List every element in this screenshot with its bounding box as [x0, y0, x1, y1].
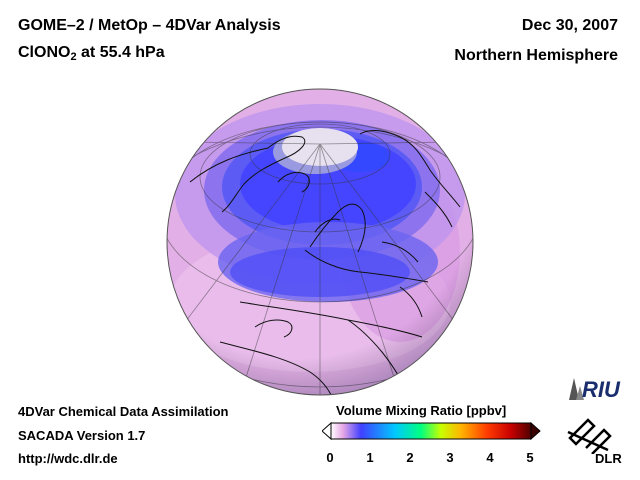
dlr-logo-text: DLR — [595, 451, 622, 466]
region-label: Northern Hemisphere — [454, 47, 618, 64]
dlr-logo-icon — [567, 418, 612, 454]
species-label: ClONO2 at 55.4 hPa — [18, 44, 165, 63]
footer-version: SACADA Version 1.7 — [18, 428, 146, 443]
colorbar-title: Volume Mixing Ratio [ppbv] — [336, 403, 507, 418]
species-name: ClONO — [18, 44, 71, 61]
map-title: GOME–2 / MetOp – 4DVar Analysis — [18, 17, 281, 34]
colorbar-gradient — [330, 422, 532, 440]
colorbar-tick: 5 — [526, 450, 534, 465]
colorbar-tick: 3 — [446, 450, 454, 465]
species-subscript: 2 — [70, 51, 77, 63]
colorbar-tick: 0 — [326, 450, 334, 465]
colorbar — [322, 421, 541, 441]
colorbar-tick: 2 — [406, 450, 414, 465]
colorbar-tick: 4 — [486, 450, 494, 465]
analysis-date: Dec 30, 2007 — [521, 17, 618, 34]
globe-map — [166, 88, 474, 396]
riu-logo-text: RIU — [582, 377, 621, 402]
riu-logo: RIU — [569, 377, 621, 402]
footer-assimilation: 4DVar Chemical Data Assimilation — [18, 404, 229, 419]
footer-url[interactable]: http://wdc.dlr.de — [18, 451, 118, 466]
colorbar-min-arrow — [322, 421, 332, 441]
species-level: at 55.4 hPa — [76, 44, 165, 61]
colorbar-max-arrow — [530, 421, 541, 441]
colorbar-tick: 1 — [366, 450, 374, 465]
